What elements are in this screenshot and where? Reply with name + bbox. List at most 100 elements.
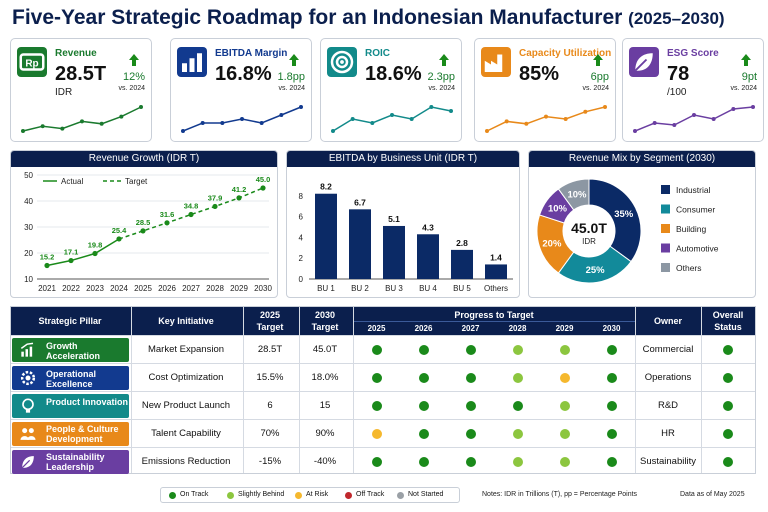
y-tick-label: 8 <box>299 192 304 201</box>
data-point <box>164 220 170 226</box>
bar <box>451 249 473 279</box>
legend-label: Others <box>676 263 702 273</box>
sparkline-point <box>633 129 637 133</box>
sparkline-point <box>99 121 104 126</box>
target-2030-cell: -40% <box>313 456 337 467</box>
header-2030-target: Target <box>311 322 339 332</box>
kpi-value: 18.6% <box>365 63 422 85</box>
sparkline-point <box>331 129 335 133</box>
series-line-actual <box>46 238 120 267</box>
owner-cell: Sustainability <box>640 456 696 467</box>
x-tick-label: BU 2 <box>351 284 369 293</box>
sparkline-path <box>634 106 754 132</box>
legend-swatch <box>661 185 670 194</box>
progress-dot <box>559 457 570 467</box>
header-status: Overall <box>712 310 744 320</box>
sparkline-point <box>603 105 607 109</box>
progress-dot <box>371 401 382 411</box>
legend-target: Target <box>125 177 148 186</box>
sparkline-point <box>731 107 736 111</box>
y-tick-label: 30 <box>24 223 33 232</box>
target-2025-cell: 70% <box>260 428 280 439</box>
progress-dot <box>559 401 570 411</box>
kpi-change: 9pt <box>741 71 757 83</box>
sparkline-point <box>139 105 143 109</box>
pillar-name: Product Innovation <box>46 397 128 407</box>
pie-slice-industrial <box>588 178 642 263</box>
sparkline-point <box>350 117 355 121</box>
pillar-name: People & Culture Development <box>46 424 119 444</box>
pillar-label: Operational Excellence <box>12 366 129 390</box>
header-year: 2025 <box>367 324 386 333</box>
column-divider <box>243 307 244 473</box>
kpi-card-1: EBITDA Margin 16.8% 1.8pp vs. 2024 <box>170 38 312 142</box>
kpi-change: 2.3pp <box>427 71 455 83</box>
leaf-icon <box>629 47 659 77</box>
owner-cell: R&D <box>657 400 679 411</box>
revenue-mix-panel: Revenue Mix by Segment (2030) 35% Industr… <box>528 150 756 298</box>
x-tick-label: BU 5 <box>453 284 471 293</box>
sparkline-point <box>259 121 264 125</box>
data-label: 25.4 <box>112 226 127 235</box>
data-label: 45.0 <box>256 175 271 184</box>
overall-status-dot <box>723 429 733 439</box>
target-2025-cell: 6 <box>267 400 273 411</box>
bar <box>349 209 371 279</box>
up-arrow-icon <box>741 54 751 66</box>
legend-dot <box>345 492 352 499</box>
sparkline-point <box>220 121 225 125</box>
data-label: 15.2 <box>40 252 55 261</box>
kpi-sparkline <box>633 105 755 133</box>
header-2025-target: Target <box>256 322 284 332</box>
kpi-change: 6pp <box>590 71 609 83</box>
data-label: 17.1 <box>64 248 79 257</box>
pillar-name: Operational Excellence <box>46 369 97 389</box>
sparkline-point <box>429 105 434 109</box>
target-2025-cell: -15% <box>258 456 282 467</box>
revenue-growth-title: Revenue Growth (IDR T) <box>11 151 277 167</box>
bar-value-label: 2.8 <box>456 238 468 248</box>
header-year: 2029 <box>555 324 574 333</box>
growth-icon <box>18 340 38 360</box>
progress-dot <box>418 401 429 411</box>
table-row: Product Innovation New Product Launch 6 15 R… <box>11 391 755 419</box>
overall-status-dot <box>723 345 733 355</box>
kpi-sparkline <box>331 105 453 133</box>
sparkline-point <box>299 105 303 109</box>
target-2030-cell: 15 <box>319 400 331 411</box>
kpi-label: ESG Score <box>667 48 719 59</box>
initiative-cell: New Product Launch <box>141 400 231 411</box>
x-tick-label: 2023 <box>86 284 104 293</box>
initiative-cell: Market Expansion <box>147 344 225 355</box>
kpi-vs: vs. 2024 <box>278 85 305 92</box>
sparkline-point <box>119 114 124 119</box>
owner-cell: Commercial <box>642 344 694 355</box>
legend-label: Consumer <box>676 205 715 215</box>
kpi-vs: vs. 2024 <box>428 85 455 92</box>
progress-dot <box>418 345 429 355</box>
kpi-vs: vs. 2024 <box>582 85 609 92</box>
svg-text:Rp: Rp <box>25 58 38 69</box>
factory-icon <box>481 47 511 77</box>
header-2030: 2030 <box>314 310 336 320</box>
kpi-unit: IDR <box>55 87 73 98</box>
legend-item: Off Track <box>356 491 385 498</box>
table-row: People & Culture Development Talent Capab… <box>11 419 755 447</box>
sparkline-point <box>21 129 25 133</box>
header-year: 2027 <box>461 324 480 333</box>
slice-label: 20% <box>542 239 562 250</box>
legend-swatch <box>661 263 670 272</box>
legend-swatch <box>661 243 670 253</box>
progress-dot <box>465 429 476 439</box>
progress-dot <box>606 429 617 439</box>
sparkline-point <box>181 129 185 133</box>
data-point <box>188 211 194 218</box>
data-label: 31.6 <box>160 210 175 219</box>
progress-dot <box>371 345 382 355</box>
initiative-cell: Talent Capability <box>151 428 221 439</box>
data-label: 19.8 <box>88 241 103 250</box>
x-tick-label: BU 1 <box>317 284 335 293</box>
legend-dot <box>295 492 302 499</box>
up-arrow-icon <box>129 54 139 66</box>
